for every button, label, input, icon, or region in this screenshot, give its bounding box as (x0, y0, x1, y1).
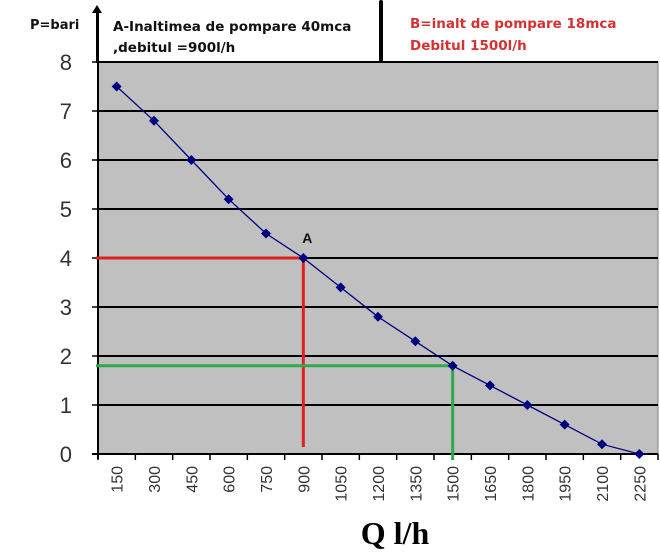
plot-area: 0 1 2 3 4 5 6 7 8 150 300 450 600 750 900 1050 1200 1350 1… (60, 50, 659, 502)
x-tick-label: 450 (184, 466, 201, 493)
y-tick-label: 3 (60, 295, 72, 320)
x-tick-label: 1950 (558, 466, 575, 502)
data-point-marker (223, 194, 234, 205)
separator-bar (379, 0, 383, 62)
data-point-marker (559, 419, 570, 430)
point-b-note-line1: B=inalt de pompare 18mca (410, 16, 617, 32)
y-tick-label: 6 (60, 148, 72, 173)
x-tick-label: 1500 (446, 466, 463, 502)
x-tick-label: 1800 (520, 466, 537, 502)
data-point-marker (522, 400, 533, 410)
arrow-up-icon (92, 5, 102, 13)
x-tick-label: 300 (147, 466, 164, 493)
data-point-marker (597, 439, 607, 450)
y-tick-label: 1 (60, 393, 72, 418)
x-tick-label: 750 (259, 466, 276, 493)
x-tick-label: 1350 (408, 466, 425, 502)
data-point-marker (335, 282, 346, 293)
x-axis-title: Q l/h (360, 515, 430, 551)
x-tick-label: 1200 (371, 466, 388, 502)
data-point-marker (261, 228, 271, 239)
y-tick-label: 8 (60, 50, 72, 75)
y-tick-label: 5 (60, 197, 72, 222)
data-point-marker (298, 253, 309, 263)
x-tick-label: 1650 (483, 466, 500, 502)
x-tick-label: 900 (296, 466, 313, 493)
data-point-marker (410, 336, 421, 347)
x-tick-label: 2100 (595, 466, 612, 502)
y-axis-unit-label: P=bari (30, 18, 80, 33)
x-tick-label: 600 (222, 466, 239, 493)
data-point-marker (111, 81, 122, 92)
point-a-label: A (302, 230, 312, 246)
point-a-note-line1: A-Inaltimea de pompare 40mca (113, 19, 352, 35)
pump-curve-chart: 0 1 2 3 4 5 6 7 8 150 300 450 600 750 900 1050 1200 1350 1… (60, 50, 659, 502)
point-b-note: B=inalt de pompare 18mca Debitul 1500l/h (410, 13, 617, 57)
x-tick-label: 150 (110, 466, 127, 493)
y-tick-label: 7 (60, 99, 72, 124)
point-a-note: A-Inaltimea de pompare 40mca ,debitul =9… (113, 17, 351, 59)
x-tick-label: 1050 (334, 466, 351, 502)
data-point-marker (149, 115, 159, 126)
data-point-marker (373, 311, 383, 322)
y-tick-label: 2 (60, 344, 72, 369)
data-point-marker (447, 360, 458, 371)
data-point-marker (634, 449, 645, 459)
point-a-note-line2: ,debitul =900l/h (113, 40, 236, 56)
data-point-marker (186, 155, 197, 165)
y-tick-label: 4 (60, 246, 72, 271)
point-b-note-line2: Debitul 1500l/h (410, 38, 527, 54)
y-axis-arrow (96, 8, 99, 63)
y-tick-label: 0 (60, 442, 72, 467)
x-tick-label: 2250 (632, 466, 649, 502)
data-point-marker (485, 380, 495, 391)
